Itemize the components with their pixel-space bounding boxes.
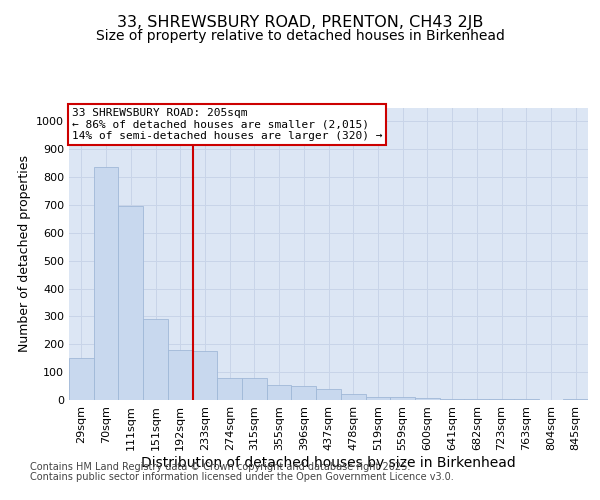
Bar: [143, 319, 168, 400]
Text: Contains public sector information licensed under the Open Government Licence v3: Contains public sector information licen…: [30, 472, 454, 482]
Bar: [168, 350, 193, 400]
Bar: [440, 398, 464, 400]
Bar: [390, 398, 415, 400]
Bar: [415, 398, 440, 400]
Text: Contains HM Land Registry data © Crown copyright and database right 2025.: Contains HM Land Registry data © Crown c…: [30, 462, 410, 472]
Text: Size of property relative to detached houses in Birkenhead: Size of property relative to detached ho…: [95, 29, 505, 43]
Bar: [341, 394, 365, 400]
Bar: [292, 386, 316, 400]
Bar: [94, 168, 118, 400]
Bar: [464, 399, 489, 400]
Bar: [316, 389, 341, 400]
Bar: [217, 378, 242, 400]
X-axis label: Distribution of detached houses by size in Birkenhead: Distribution of detached houses by size …: [141, 456, 516, 469]
Text: 33, SHREWSBURY ROAD, PRENTON, CH43 2JB: 33, SHREWSBURY ROAD, PRENTON, CH43 2JB: [117, 15, 483, 30]
Bar: [267, 384, 292, 400]
Text: 33 SHREWSBURY ROAD: 205sqm
← 86% of detached houses are smaller (2,015)
14% of s: 33 SHREWSBURY ROAD: 205sqm ← 86% of deta…: [71, 108, 382, 142]
Bar: [69, 358, 94, 400]
Bar: [193, 351, 217, 400]
Bar: [242, 378, 267, 400]
Y-axis label: Number of detached properties: Number of detached properties: [17, 155, 31, 352]
Bar: [563, 398, 588, 400]
Bar: [118, 206, 143, 400]
Bar: [365, 397, 390, 400]
